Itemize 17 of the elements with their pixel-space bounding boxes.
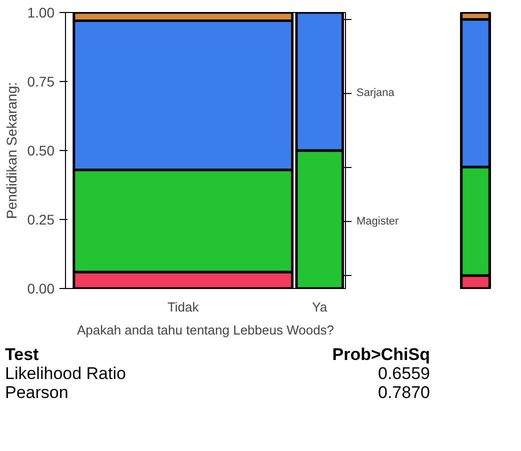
x-tick-label: Ya	[312, 300, 328, 314]
text: Test	[5, 345, 40, 364]
text: 0.7870	[377, 383, 430, 402]
legend-label: Sarjana	[356, 87, 396, 100]
y-tick-label: 0.25	[27, 212, 55, 228]
y-tick-label: 0.50	[27, 142, 55, 158]
x-tick-label: Tidak	[167, 300, 200, 314]
text: Pearson	[5, 383, 70, 402]
x-axis-title: Apakah anda tahu tentang Lebbeus Woods?	[76, 322, 334, 338]
legend-label: Magister	[356, 215, 400, 228]
text: 0.6559	[377, 364, 430, 383]
y-axis-title: Pendidikan Sekarang:	[3, 82, 20, 219]
y-tick-label: 0.00	[27, 280, 55, 296]
text: Prob>ChiSq	[331, 345, 430, 364]
y-tick-label: 1.00	[27, 4, 55, 20]
text: Likelihood Ratio	[5, 364, 127, 383]
y-tick-label: 0.75	[27, 74, 55, 90]
